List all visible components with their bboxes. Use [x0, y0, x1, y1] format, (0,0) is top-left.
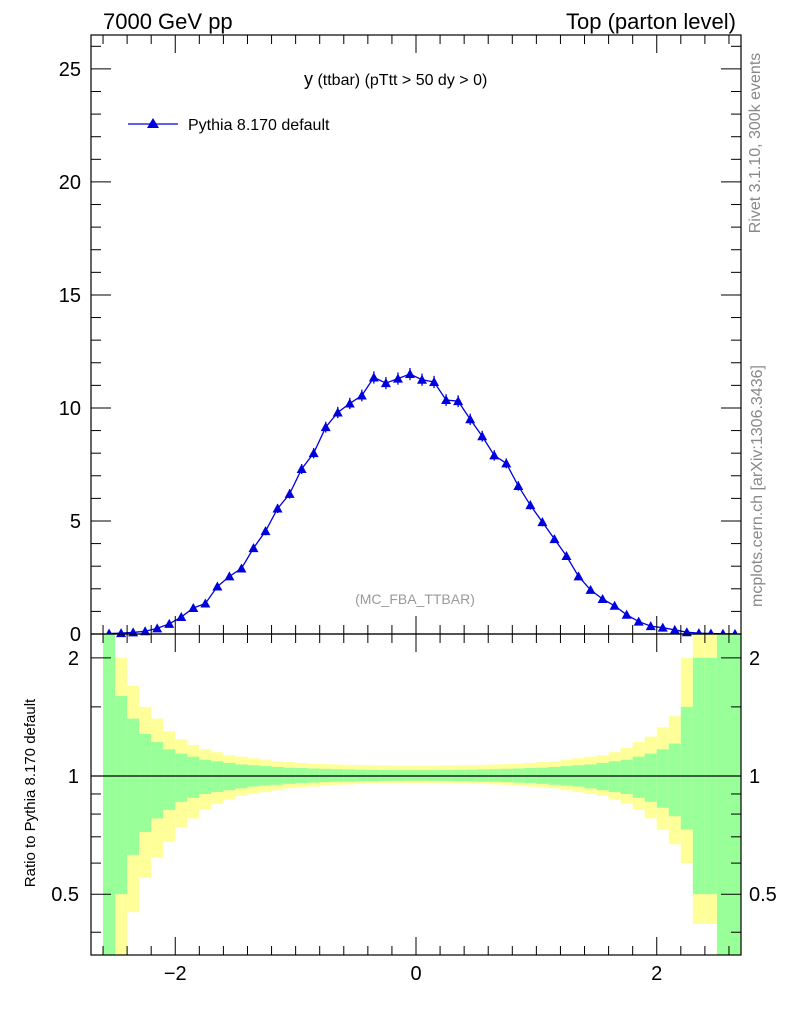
ratio-inner-band-bin: [632, 756, 645, 798]
data-point: [573, 571, 584, 581]
ratio-inner-band-bin: [680, 706, 693, 830]
data-point: [236, 563, 247, 573]
data-point: [597, 593, 608, 603]
data-point: [296, 463, 307, 473]
data-point: [164, 618, 175, 628]
ratio-inner-band-bin: [139, 733, 152, 833]
main-y-tick-label: 25: [59, 59, 81, 81]
ratio-inner-band-bin: [668, 743, 681, 817]
data-point: [465, 414, 476, 424]
data-point: [549, 534, 560, 544]
ratio-inner-band-bin: [728, 634, 741, 955]
ratio-inner-band-bin: [151, 742, 164, 819]
data-point: [657, 622, 668, 632]
data-point: [513, 480, 524, 490]
data-point: [441, 395, 452, 405]
data-point: [621, 609, 632, 619]
data-point: [429, 376, 440, 386]
data-point: [537, 517, 548, 527]
x-tick-label: 0: [410, 963, 421, 985]
main-title-var: y: [304, 69, 313, 89]
x-tick-label: 2: [651, 963, 662, 985]
data-point: [272, 503, 283, 513]
data-point: [260, 526, 271, 536]
data-point: [501, 458, 512, 468]
main-title: y (ttbar) (pTtt > 50 dy > 0): [304, 69, 487, 89]
data-point: [417, 374, 428, 384]
data-point: [669, 624, 680, 634]
ratio-inner-band-bin: [620, 759, 633, 794]
main-series-layer: [104, 367, 740, 638]
data-point: [368, 372, 379, 382]
data-point: [320, 422, 331, 432]
data-point: [152, 623, 163, 633]
main-y-tick-label: 5: [70, 511, 81, 533]
ratio-y-tick-label-right: 2: [749, 648, 760, 670]
data-point: [308, 448, 319, 458]
ratio-y-tick-label-right: 0.5: [749, 884, 777, 906]
legend: Pythia 8.170 default: [128, 117, 330, 134]
data-point: [188, 603, 199, 613]
rivet-label: Rivet 3.1.10, 300k events: [747, 53, 764, 234]
ratio-inner-band-bin: [163, 749, 176, 810]
ratio-ylabel: Ratio to Pythia 8.170 default: [22, 698, 39, 887]
data-point: [561, 551, 572, 561]
legend-label: Pythia 8.170 default: [188, 117, 330, 134]
data-point: [609, 600, 620, 610]
main-y-tick-label: 10: [59, 398, 81, 420]
legend-marker: [147, 118, 159, 128]
ratio-inner-band-bin: [175, 753, 188, 802]
data-point: [477, 431, 488, 441]
data-point: [248, 543, 259, 553]
mcplots-label: mcplots.cern.ch [arXiv:1306.3436]: [749, 365, 766, 607]
main-y-tick-label: 20: [59, 172, 81, 194]
ratio-y-tick-label-right: 1: [749, 766, 760, 788]
main-y-tick-label: 0: [70, 624, 81, 646]
ratio-inner-band-bin: [608, 761, 621, 793]
data-point: [356, 390, 367, 400]
data-point: [224, 571, 235, 581]
ratio-y-tick-label: 1: [68, 766, 79, 788]
data-point: [332, 407, 343, 417]
data-point: [344, 398, 355, 408]
data-point: [380, 378, 391, 388]
ratio-inner-band-bin: [199, 759, 212, 794]
data-point: [392, 373, 403, 383]
data-point: [633, 616, 644, 626]
ratio-y-tick-label: 2: [68, 648, 79, 670]
data-point: [176, 612, 187, 622]
ratio-inner-band-bin: [211, 761, 224, 793]
data-point: [212, 581, 223, 591]
data-point: [489, 450, 500, 460]
data-point: [645, 621, 656, 631]
data-point: [585, 584, 596, 594]
data-point: [284, 488, 295, 498]
ratio-inner-band-bin: [127, 718, 140, 855]
ratio-inner-band-bin: [716, 634, 729, 955]
analysis-watermark: (MC_FBA_TTBAR): [355, 591, 475, 607]
ratio-inner-band-bin: [644, 753, 657, 802]
data-point: [404, 369, 415, 379]
ratio-inner-band-bin: [656, 749, 669, 808]
data-point: [453, 396, 464, 406]
data-point: [200, 598, 211, 608]
ratio-y-tick-label: 0.5: [51, 884, 79, 906]
ratio-inner-band-bin: [187, 756, 200, 798]
header-right-label: Top (parton level): [566, 9, 736, 34]
ratio-band-layer: [91, 634, 741, 955]
header-left-label: 7000 GeV pp: [103, 9, 233, 34]
data-point: [140, 626, 151, 636]
data-point: [525, 500, 536, 510]
ratio-inner-band-bin: [103, 634, 116, 955]
main-title-rest: (ttbar) (pTtt > 50 dy > 0): [313, 72, 487, 89]
data-point: [116, 628, 127, 638]
ratio-inner-band-bin: [115, 695, 128, 895]
main-y-tick-label: 15: [59, 285, 81, 307]
x-tick-label: −2: [164, 963, 187, 985]
